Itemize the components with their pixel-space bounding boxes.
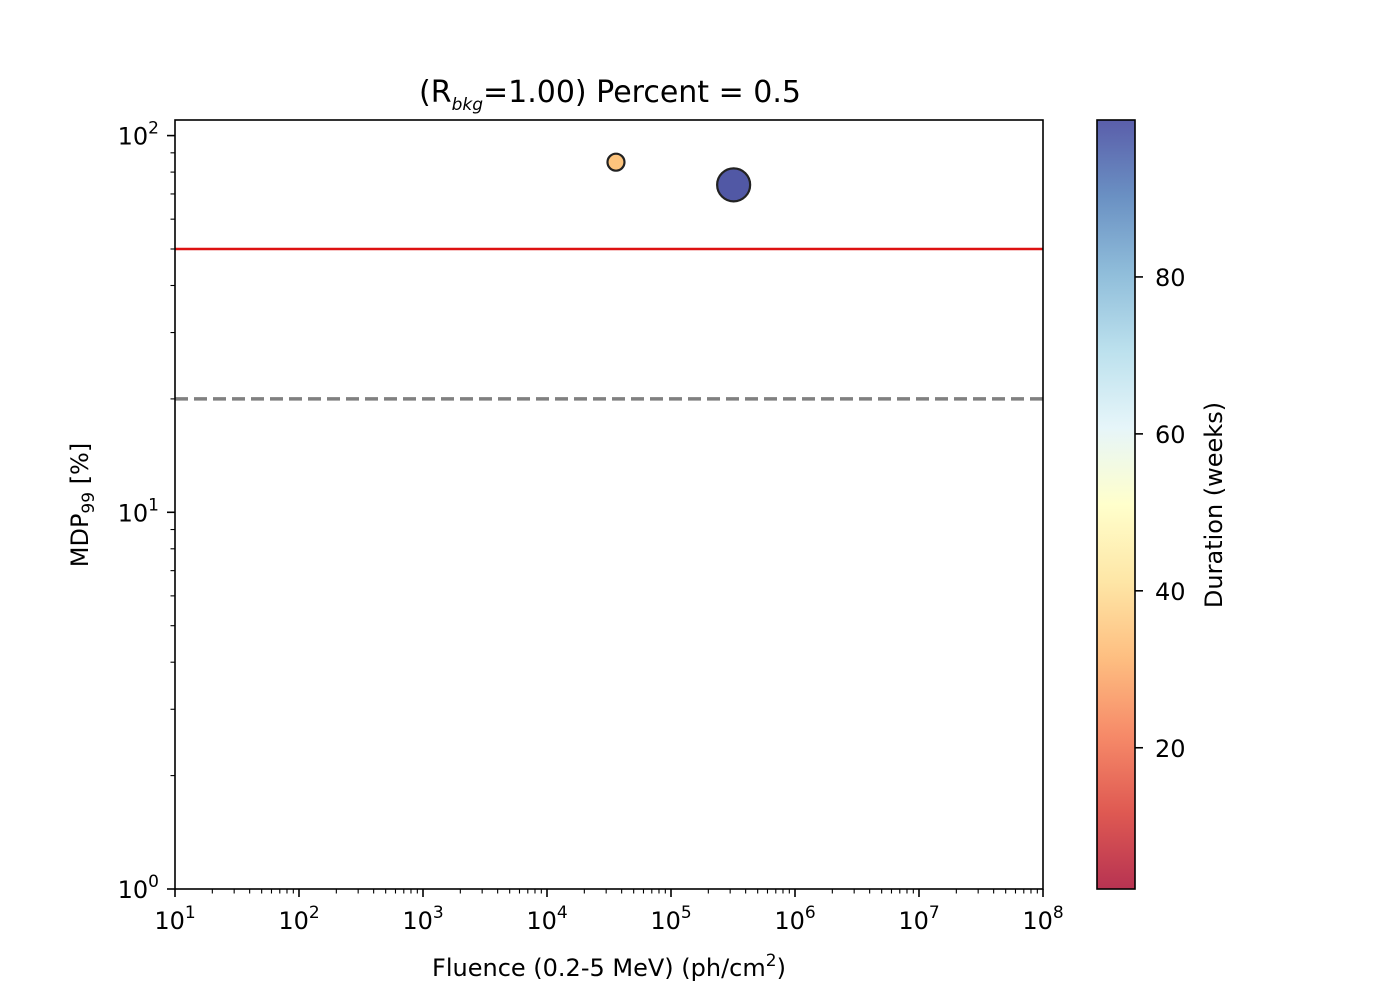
x-tick-base: 10 — [154, 907, 185, 935]
colorbar-label: Duration (weeks) — [1200, 402, 1228, 608]
y-tick-base: 10 — [118, 499, 149, 527]
x-tick-base: 10 — [774, 907, 805, 935]
x-tick-base: 10 — [278, 907, 309, 935]
y-tick-exponent: 1 — [148, 495, 159, 515]
x-tick-label: 107 — [898, 903, 939, 935]
y-tick-exponent: 2 — [148, 119, 159, 139]
chart-title-suffix: =1.00) Percent = 0.5 — [483, 75, 801, 110]
y-tick-base: 10 — [118, 123, 149, 151]
data-point — [716, 167, 752, 203]
x-tick-label: 101 — [154, 903, 195, 935]
colorbar-tick-label: 60 — [1155, 421, 1186, 449]
colorbar-ticks: 20 40 60 80 — [1135, 264, 1186, 763]
y-axis-label-tail: [%] — [66, 443, 94, 492]
x-tick-base: 10 — [526, 907, 557, 935]
colorbar-tick-label: 80 — [1155, 264, 1186, 292]
y-axis-label-subscript: 99 — [79, 492, 99, 514]
x-tick-exponent: 8 — [1053, 903, 1064, 923]
x-tick-label: 103 — [402, 903, 443, 935]
x-tick-exponent: 4 — [557, 903, 568, 923]
colorbar-gradient — [1096, 119, 1136, 890]
x-axis-label: Fluence (0.2-5 MeV) (ph/cm2) — [432, 951, 786, 982]
y-axis-label-main: MDP — [66, 514, 94, 568]
x-tick-label: 102 — [278, 903, 319, 935]
colorbar-tick-label: 40 — [1155, 578, 1186, 606]
y-tick-label: 102 — [118, 119, 159, 151]
x-tick-exponent: 6 — [805, 903, 816, 923]
x-axis-ticks: 101 102 103 104 105 106 107 108 — [154, 889, 1064, 935]
x-axis-label-tail: ) — [777, 954, 786, 982]
y-tick-label: 100 — [118, 872, 159, 904]
data-points — [606, 152, 752, 203]
x-tick-base: 10 — [402, 907, 433, 935]
data-point — [606, 152, 626, 172]
y-tick-label: 101 — [118, 495, 159, 527]
chart-title-prefix: (R — [419, 75, 452, 110]
x-tick-exponent: 5 — [681, 903, 692, 923]
x-tick-label: 106 — [774, 903, 815, 935]
x-axis-label-text: Fluence (0.2-5 MeV) (ph/cm — [432, 954, 766, 982]
x-tick-exponent: 2 — [309, 903, 320, 923]
colorbar: 20 40 60 80 Duration (weeks) — [1096, 119, 1228, 890]
x-tick-base: 10 — [1022, 907, 1053, 935]
x-tick-base: 10 — [650, 907, 681, 935]
chart-title-subscript: bkg — [452, 95, 484, 115]
x-tick-exponent: 3 — [433, 903, 444, 923]
x-tick-label: 108 — [1022, 903, 1063, 935]
reference-lines — [175, 247, 1043, 401]
x-axis-label-superscript: 2 — [766, 951, 777, 971]
x-tick-label: 104 — [526, 903, 567, 935]
x-tick-exponent: 7 — [929, 903, 940, 923]
y-tick-base: 10 — [118, 876, 149, 904]
plot-frame — [174, 119, 1044, 890]
y-axis-label: MDP99 [%] — [66, 443, 99, 567]
x-tick-base: 10 — [898, 907, 929, 935]
colorbar-tick-label: 20 — [1155, 735, 1186, 763]
chart-title: (Rbkg=1.00) Percent = 0.5 — [419, 75, 801, 115]
x-tick-exponent: 1 — [185, 903, 196, 923]
x-tick-label: 105 — [650, 903, 691, 935]
y-tick-exponent: 0 — [148, 872, 159, 892]
